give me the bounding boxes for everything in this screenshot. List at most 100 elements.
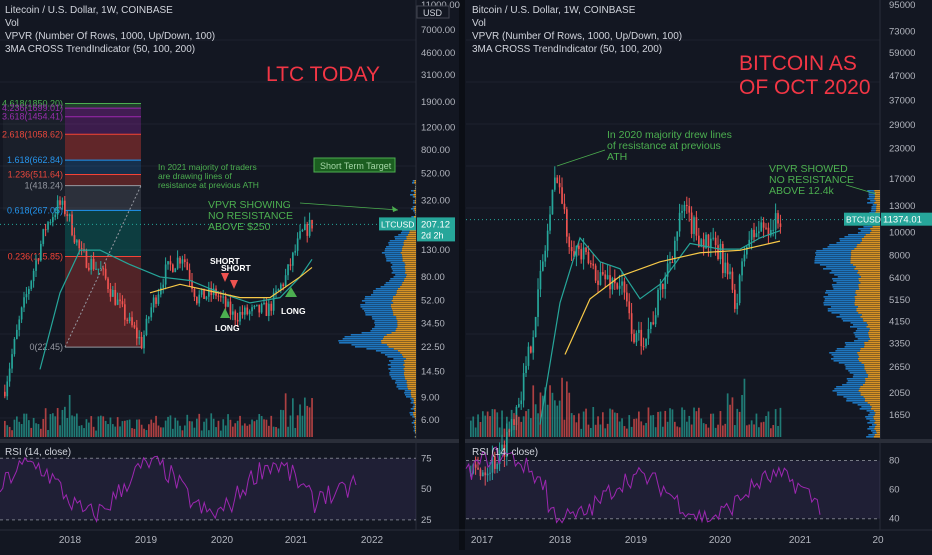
- pane-separator[interactable]: [0, 439, 932, 443]
- ltc-candle: [148, 317, 150, 318]
- btc-volume-bar: [554, 400, 556, 437]
- ltc-price-tick: 1200.00: [421, 122, 455, 133]
- vpvr-row: [863, 318, 880, 320]
- vpvr-row: [407, 274, 416, 276]
- vpvr-row: [864, 342, 880, 344]
- vpvr-row: [842, 384, 863, 386]
- btc-candle: [763, 222, 765, 227]
- ltc-volume-bar: [172, 429, 174, 437]
- ltc-volume-bar: [220, 431, 222, 437]
- chart-separator[interactable]: [459, 0, 465, 550]
- vpvr-row: [406, 276, 416, 278]
- vpvr-row: [857, 272, 880, 274]
- vpvr-row: [381, 286, 400, 288]
- vpvr-row: [386, 260, 402, 262]
- vpvr-row: [392, 268, 405, 270]
- btc-candle: [688, 206, 690, 212]
- vpvr-row: [388, 368, 403, 370]
- vpvr-row: [869, 330, 880, 332]
- vpvr-row: [867, 198, 874, 200]
- ltc-candle: [230, 302, 232, 315]
- vpvr-row: [391, 366, 405, 368]
- vpvr-row: [868, 376, 880, 378]
- ltc-volume-bar: [208, 430, 210, 437]
- vpvr-row: [396, 294, 416, 296]
- vpvr-row: [400, 286, 416, 288]
- ltc-price-tick: 3100.00: [421, 70, 455, 81]
- vpvr-row: [828, 246, 857, 248]
- vpvr-row: [858, 278, 880, 280]
- vpvr-row: [853, 324, 868, 326]
- ltc-volume-bar: [40, 429, 42, 437]
- vpvr-row: [385, 256, 402, 258]
- btc-candle: [595, 266, 597, 281]
- ltc-volume-bar: [244, 423, 246, 437]
- ltc-candle: [64, 201, 66, 214]
- vpvr-row: [372, 318, 396, 320]
- vpvr-row: [415, 180, 416, 182]
- btc-price-tick: 59000: [889, 48, 915, 59]
- vpvr-row: [836, 316, 860, 318]
- btc-volume-bar: [650, 415, 652, 437]
- vpvr-row: [869, 194, 875, 196]
- btc-volume-bar: [530, 418, 532, 437]
- ltc-volume-bar: [28, 420, 30, 437]
- vpvr-row: [833, 356, 859, 358]
- ltc-unit-label: USD: [423, 8, 443, 18]
- vpvr-row: [839, 238, 861, 240]
- vpvr-row: [861, 230, 872, 232]
- btc-price-tick: 47000: [889, 71, 915, 82]
- vpvr-row: [410, 414, 413, 416]
- ltc-candle: [110, 289, 112, 297]
- vpvr-row: [832, 354, 859, 356]
- vpvr-row: [404, 278, 416, 280]
- btc-volume-bar: [556, 406, 558, 437]
- vpvr-row: [858, 354, 880, 356]
- ltc-candle: [78, 240, 80, 248]
- vpvr-row: [874, 410, 880, 412]
- vpvr-row: [410, 412, 414, 414]
- ltc-price-value: 207.12: [421, 219, 450, 230]
- btc-volume-bar: [751, 420, 753, 437]
- ltc-candle: [59, 200, 61, 205]
- btc-candle: [552, 190, 554, 215]
- btc-candle: [612, 278, 614, 289]
- vpvr-row: [872, 206, 877, 208]
- ltc-candle: [153, 297, 155, 307]
- vpvr-row: [390, 370, 404, 372]
- btc-candle: [686, 205, 688, 206]
- vpvr-row: [870, 232, 880, 234]
- vpvr-row: [874, 418, 880, 420]
- vpvr-row: [868, 414, 875, 416]
- vpvr-row: [876, 424, 880, 426]
- btc-big-label: OF OCT 2020: [739, 76, 871, 99]
- btc-volume-bar: [748, 425, 750, 437]
- vpvr-row: [397, 320, 416, 322]
- vpvr-row: [854, 340, 868, 342]
- vpvr-row: [402, 248, 416, 250]
- vpvr-row: [843, 320, 863, 322]
- ltc-volume-bar: [35, 423, 37, 437]
- vpvr-row: [858, 338, 870, 340]
- vpvr-row: [381, 342, 416, 344]
- vpvr-row: [838, 276, 861, 278]
- ltc-volume-bar: [4, 421, 6, 437]
- ltc-candle: [74, 235, 76, 242]
- btc-volume-bar: [732, 397, 734, 437]
- btc-candle: [734, 290, 736, 309]
- btc-volume-bar: [662, 427, 664, 437]
- btc-volume-bar: [516, 415, 518, 437]
- ltc-price-tick: 34.50: [421, 318, 445, 329]
- vpvr-row: [415, 410, 416, 412]
- ltc-volume-bar: [122, 421, 124, 437]
- vpvr-row: [876, 200, 880, 202]
- ltc-countdown: 2d 2h: [421, 230, 444, 240]
- ltc-candle: [6, 381, 8, 396]
- vpvr-row: [857, 352, 880, 354]
- vpvr-row: [403, 356, 416, 358]
- vpvr-row: [365, 298, 393, 300]
- ltc-candle: [263, 303, 265, 304]
- vpvr-row: [870, 420, 876, 422]
- vpvr-row: [415, 200, 416, 202]
- vpvr-row: [854, 248, 880, 250]
